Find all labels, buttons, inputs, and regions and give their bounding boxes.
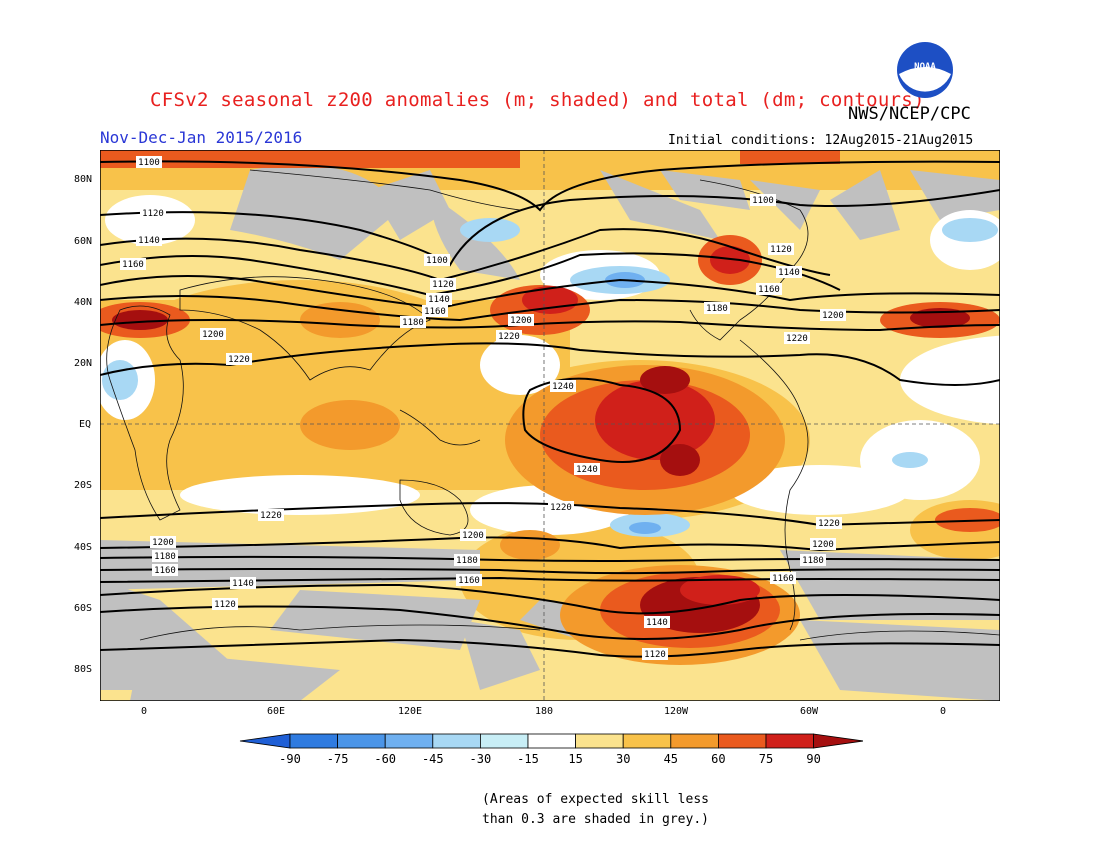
contour-label: 1240 — [552, 382, 574, 392]
colorbar-swatch — [479, 733, 529, 749]
colorbar-label: -15 — [517, 752, 539, 766]
contour-label: 1100 — [138, 158, 160, 168]
contour-label: 1220 — [498, 332, 520, 342]
noaa-logo-text: NOAA — [914, 62, 936, 72]
colorbar-label: 90 — [806, 752, 820, 766]
initial-conditions-label: Initial conditions: 12Aug2015-21Aug2015 — [668, 133, 974, 148]
contour-label: 1180 — [402, 318, 424, 328]
colorbar-label: -60 — [374, 752, 396, 766]
colorbar-swatch — [384, 733, 434, 749]
contour-label: 1140 — [428, 295, 450, 305]
contour-label: 1140 — [778, 268, 800, 278]
lat-label: 20N — [74, 358, 93, 369]
contour-label: 1100 — [752, 196, 774, 206]
contour-label: 1200 — [152, 538, 174, 548]
lon-label: 0 — [141, 706, 148, 717]
contour-label: 1160 — [458, 576, 480, 586]
contour-label: 1200 — [202, 330, 224, 340]
contour-label: 1120 — [214, 600, 236, 610]
contour-label: 1200 — [822, 311, 844, 321]
contour-label: 1160 — [758, 285, 780, 295]
season-label: Nov-Dec-Jan 2015/2016 — [100, 128, 303, 147]
colorbar-label: -30 — [470, 752, 492, 766]
contour-label: 1120 — [432, 280, 454, 290]
contour-label: 1220 — [260, 511, 282, 521]
colorbar-swatch — [239, 733, 291, 749]
lat-label: 80S — [74, 664, 93, 675]
contour-label: 1200 — [812, 540, 834, 550]
contour-label: 1140 — [138, 236, 160, 246]
lat-label: 80N — [74, 174, 93, 185]
noaa-logo: NOAA — [897, 42, 953, 98]
lon-label: 120W — [664, 706, 689, 717]
skill-note-line1: (Areas of expected skill less — [482, 792, 709, 807]
colorbar-swatch — [432, 733, 481, 749]
anomaly-map: 1100 1120 1140 1160 1100 1120 1140 1160 … — [100, 150, 1000, 701]
contour-label: 1220 — [818, 519, 840, 529]
lat-label: 60S — [74, 603, 93, 614]
contour-label: 1120 — [142, 209, 164, 219]
contour-label: 1220 — [550, 503, 572, 513]
low-skill-grey-areas — [100, 165, 1000, 701]
lon-label: 180 — [535, 706, 554, 717]
colorbar-swatch — [289, 733, 338, 749]
colorbar-label: -45 — [422, 752, 444, 766]
contour-label: 1180 — [802, 556, 824, 566]
contour-label: 1200 — [510, 316, 532, 326]
contour-label: 1120 — [644, 650, 666, 660]
lat-label: 40S — [74, 542, 93, 553]
contour-label: 1100 — [426, 256, 448, 266]
agency-label: NWS/NCEP/CPC — [848, 104, 971, 124]
height-contours — [100, 160, 1000, 658]
colorbar-labels: -90 -75 -60 -45 -30 -15 15 30 45 60 75 90 — [279, 752, 821, 766]
contour-label: 1160 — [122, 260, 144, 270]
lat-label: 40N — [74, 297, 93, 308]
chart-title: CFSv2 seasonal z200 anomalies (m; shaded… — [150, 89, 925, 111]
lat-label: 20S — [74, 480, 93, 491]
lat-label: 60N — [74, 236, 93, 247]
lon-label: 60E — [267, 706, 286, 717]
colorbar: -90 -75 -60 -45 -30 -15 15 30 45 60 75 90 — [239, 733, 863, 766]
skill-note-line2: than 0.3 are shaded in grey.) — [482, 812, 709, 827]
contour-label: 1180 — [456, 556, 478, 566]
colorbar-label: 30 — [616, 752, 630, 766]
contour-label: 1220 — [228, 355, 250, 365]
colorbar-swatch — [622, 733, 672, 749]
contour-label: 1220 — [786, 334, 808, 344]
lon-label: 120E — [398, 706, 423, 717]
colorbar-swatches — [239, 733, 863, 749]
lon-label: 0 — [940, 706, 947, 717]
contour-label: 1240 — [576, 465, 598, 475]
colorbar-label: -90 — [279, 752, 301, 766]
contour-label: 1180 — [154, 552, 176, 562]
colorbar-label: 15 — [568, 752, 582, 766]
contour-label: 1160 — [424, 307, 446, 317]
colorbar-label: -75 — [327, 752, 349, 766]
colorbar-swatch — [670, 733, 719, 749]
contour-label: 1160 — [772, 574, 794, 584]
contour-label: 1140 — [646, 618, 668, 628]
colorbar-swatch — [717, 733, 767, 749]
lat-label: EQ — [79, 419, 92, 430]
contour-label: 1180 — [706, 304, 728, 314]
colorbar-swatch — [527, 733, 576, 749]
colorbar-label: 45 — [664, 752, 678, 766]
colorbar-label: 75 — [759, 752, 773, 766]
contour-label: 1140 — [232, 579, 254, 589]
colorbar-swatch — [337, 733, 386, 749]
contour-label: 1200 — [462, 531, 484, 541]
lon-label: 60W — [800, 706, 819, 717]
positive-anomaly-areas — [100, 150, 1000, 665]
contour-label: 1120 — [770, 245, 792, 255]
colorbar-swatch — [575, 733, 624, 749]
colorbar-label: 60 — [711, 752, 725, 766]
colorbar-swatch — [765, 733, 814, 749]
contour-label: 1160 — [154, 566, 176, 576]
colorbar-swatch — [813, 733, 863, 749]
contour-labels: 1100 1120 1140 1160 1100 1120 1140 1160 … — [120, 156, 846, 660]
